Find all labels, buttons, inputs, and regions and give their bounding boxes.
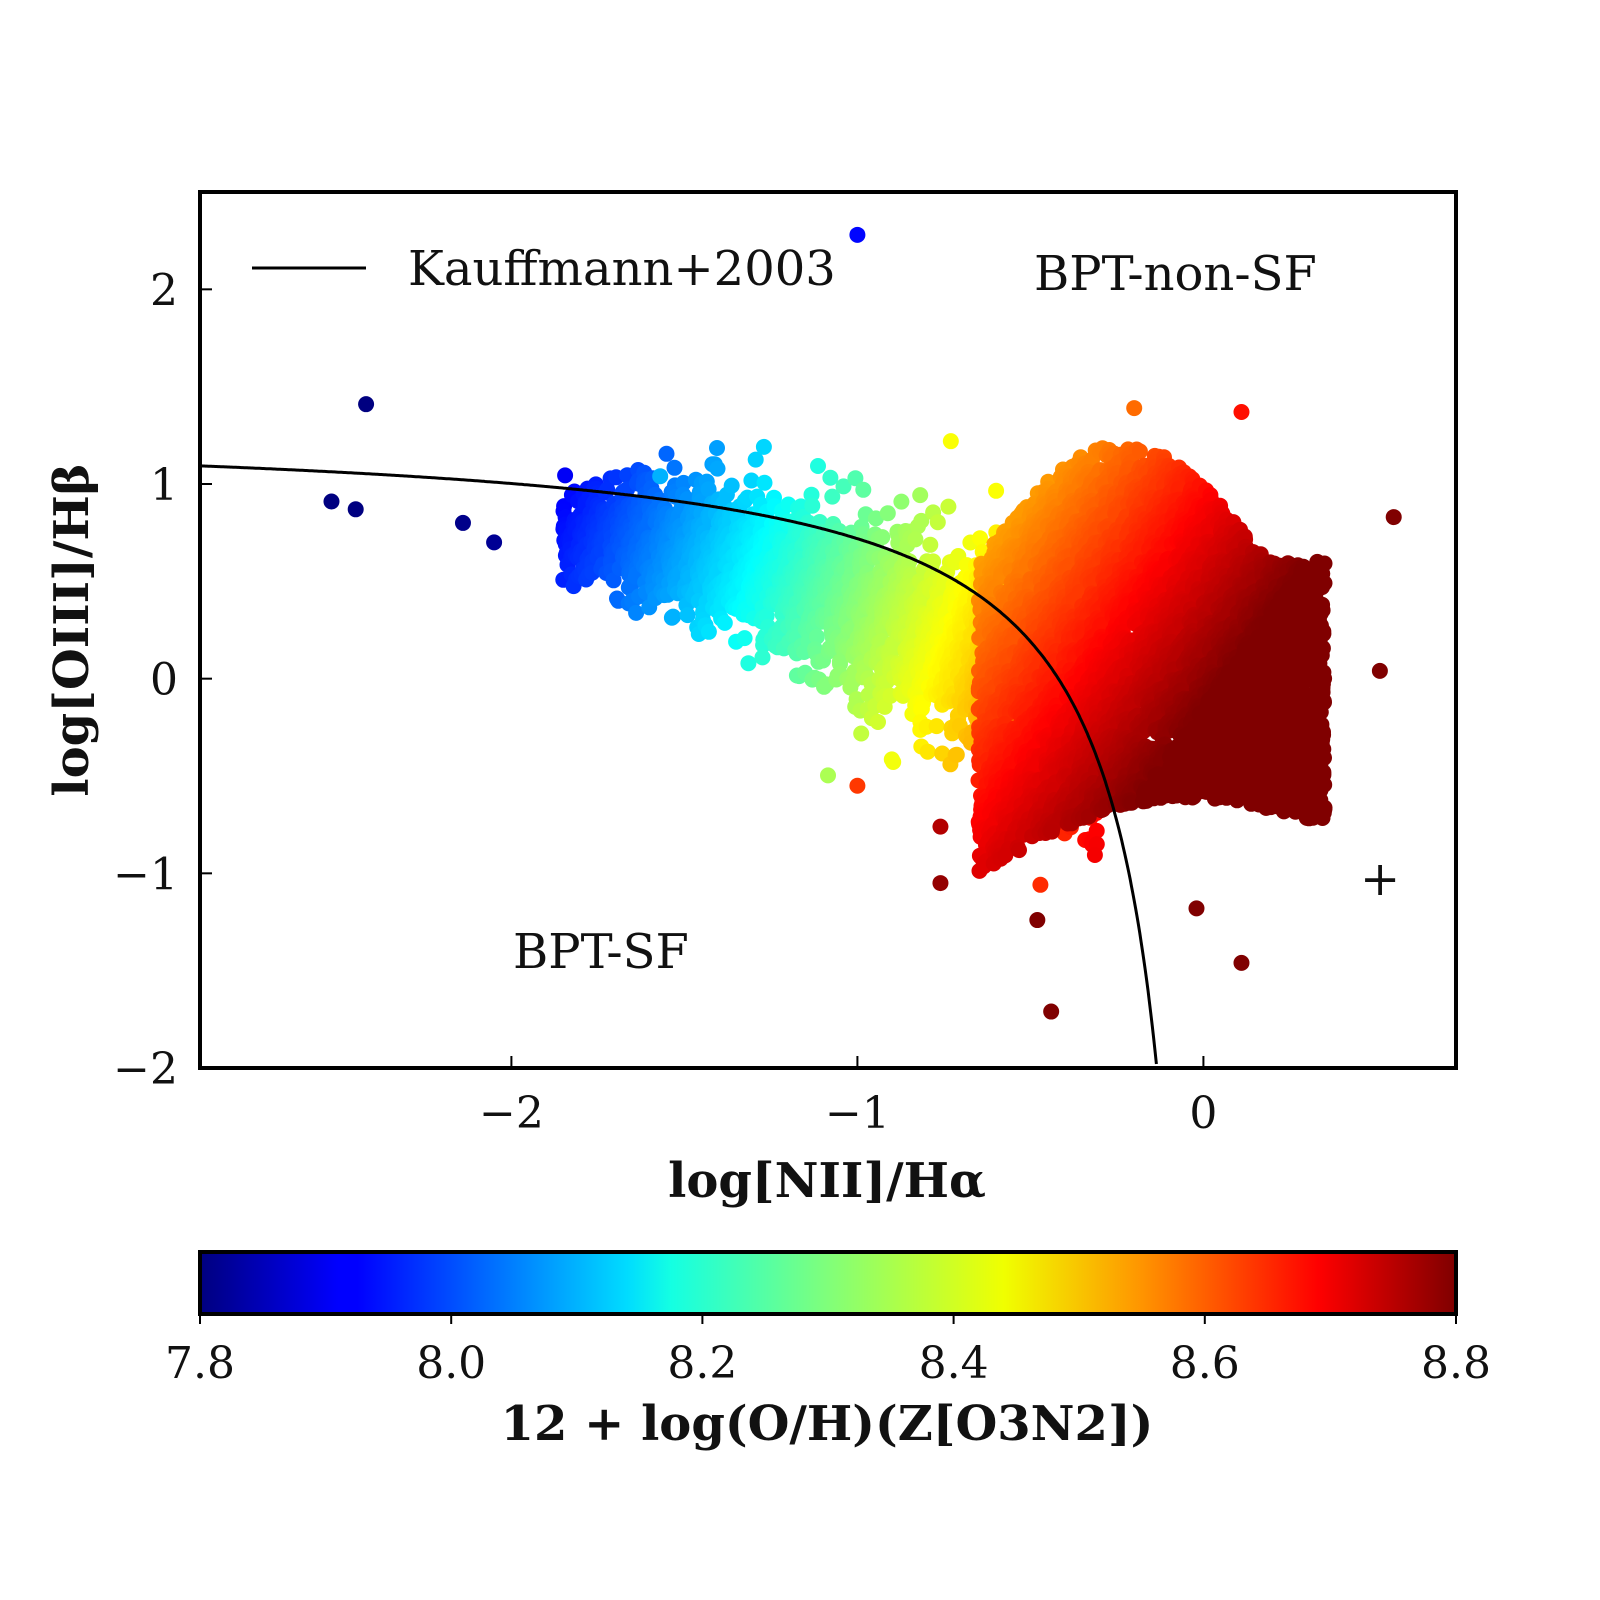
scatter-point xyxy=(824,488,841,505)
scatter-point xyxy=(988,482,1005,499)
scatter-point xyxy=(754,649,771,666)
scatter-point xyxy=(912,487,929,504)
scatter-point xyxy=(700,623,717,640)
scatter-point xyxy=(919,743,936,760)
scatter-point xyxy=(665,608,682,625)
scatter-point xyxy=(928,718,945,735)
scatter-point xyxy=(810,458,826,474)
scatter-point xyxy=(723,477,740,494)
scatter-point xyxy=(929,514,946,531)
scatter-point xyxy=(913,700,930,717)
scatter-point xyxy=(557,467,574,484)
scatter-point xyxy=(1131,443,1148,460)
scatter-point xyxy=(808,628,825,645)
scatter-point xyxy=(675,474,692,491)
scatter-point xyxy=(679,607,696,624)
scatter-point xyxy=(716,614,733,631)
scatter-point xyxy=(874,529,891,546)
scatter-point xyxy=(940,498,957,515)
scatter-point xyxy=(740,655,757,672)
scatter-point xyxy=(853,725,870,742)
scatter-point xyxy=(743,472,760,489)
scatter-point xyxy=(756,474,773,491)
scatter-point xyxy=(1032,876,1049,893)
scatter-point xyxy=(870,714,886,730)
scatter-point xyxy=(822,469,839,486)
scatter-point xyxy=(948,746,965,763)
scatter-point xyxy=(885,754,902,770)
scatter-point xyxy=(907,531,924,548)
scatter-point xyxy=(913,512,930,529)
scatter-point xyxy=(972,530,988,547)
scatter-point xyxy=(1086,847,1103,863)
scatter-point xyxy=(747,451,764,468)
scatter-point xyxy=(736,630,753,647)
scatter-point xyxy=(879,505,896,522)
scatter-point xyxy=(1011,842,1027,859)
scatter-point xyxy=(1043,823,1060,840)
scatter-point xyxy=(700,481,717,498)
scatter-point xyxy=(855,481,872,498)
scatter-point xyxy=(922,536,939,553)
scatter-point xyxy=(658,445,675,462)
scatter-points xyxy=(323,226,1402,1020)
scatter-point xyxy=(893,493,910,510)
scatter-point xyxy=(709,440,725,456)
scatter-point xyxy=(755,438,772,455)
scatter-point xyxy=(666,459,683,476)
scatter-point xyxy=(847,470,864,487)
scatter-point xyxy=(709,460,726,477)
scatter-point xyxy=(628,604,645,621)
scatter-point xyxy=(605,572,622,589)
scatter-point xyxy=(835,478,852,495)
scatter-point xyxy=(820,767,836,784)
scatter-point xyxy=(804,497,821,514)
